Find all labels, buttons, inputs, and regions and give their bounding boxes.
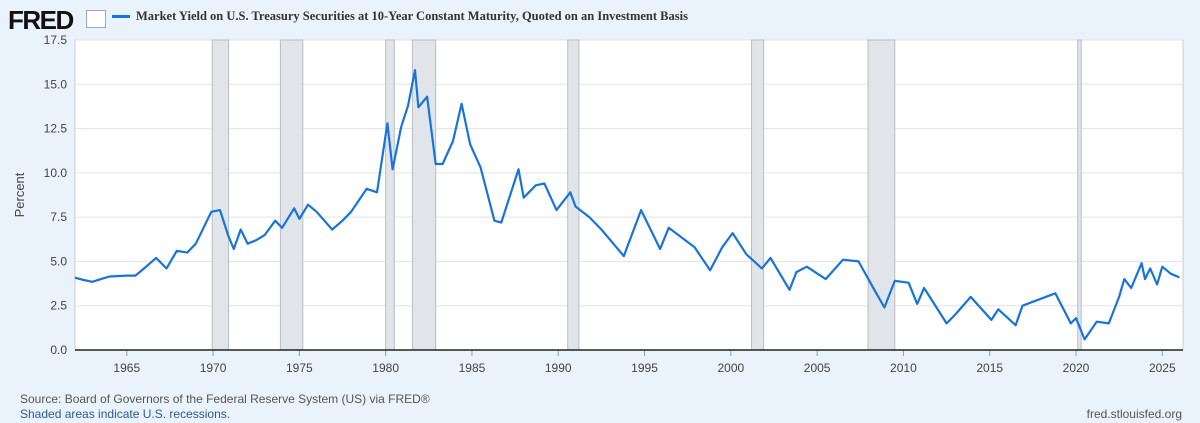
plot-area bbox=[74, 39, 1184, 351]
recession-note[interactable]: Shaded areas indicate U.S. recessions. bbox=[20, 407, 231, 421]
x-tick-label: 1990 bbox=[545, 361, 572, 375]
x-tick-label: 2015 bbox=[976, 361, 1003, 375]
y-axis-label: Percent bbox=[12, 172, 27, 217]
x-tick-label: 1980 bbox=[372, 361, 399, 375]
x-tick-label: 2010 bbox=[890, 361, 917, 375]
x-tick-label: 1970 bbox=[200, 361, 227, 375]
y-tick-label: 10.0 bbox=[44, 166, 68, 180]
recession-band bbox=[385, 39, 395, 351]
y-tick-label: 15.0 bbox=[44, 77, 68, 91]
x-tick-label: 2000 bbox=[717, 361, 744, 375]
y-tick-label: 12.5 bbox=[44, 122, 68, 136]
legend: Market Yield on U.S. Treasury Securities… bbox=[112, 9, 688, 24]
x-tick-label: 1985 bbox=[459, 361, 486, 375]
y-tick-label: 7.5 bbox=[50, 210, 67, 224]
recession-band bbox=[279, 39, 304, 351]
x-tick-label: 2025 bbox=[1149, 361, 1176, 375]
chart-title: Market Yield on U.S. Treasury Securities… bbox=[136, 9, 688, 23]
x-tick-label: 1975 bbox=[286, 361, 313, 375]
y-tick-label: 2.5 bbox=[50, 299, 67, 313]
fred-logo[interactable]: FRED bbox=[8, 5, 74, 35]
chart-icon[interactable] bbox=[86, 10, 106, 28]
legend-swatch bbox=[112, 15, 130, 18]
x-tick-label: 2020 bbox=[1063, 361, 1090, 375]
y-tick-label: 0.0 bbox=[50, 343, 67, 357]
recession-band bbox=[211, 39, 230, 351]
source-note: Source: Board of Governors of the Federa… bbox=[20, 392, 430, 406]
fred-url[interactable]: fred.stlouisfed.org bbox=[1086, 407, 1182, 421]
y-tick-label: 17.5 bbox=[44, 33, 68, 47]
recession-band bbox=[751, 39, 765, 351]
y-tick-label: 5.0 bbox=[50, 254, 67, 268]
x-tick-label: 2005 bbox=[804, 361, 831, 375]
x-tick-label: 1995 bbox=[631, 361, 658, 375]
series-line bbox=[74, 69, 1180, 341]
recession-band bbox=[1077, 39, 1082, 351]
x-tick-label: 1965 bbox=[113, 361, 140, 375]
